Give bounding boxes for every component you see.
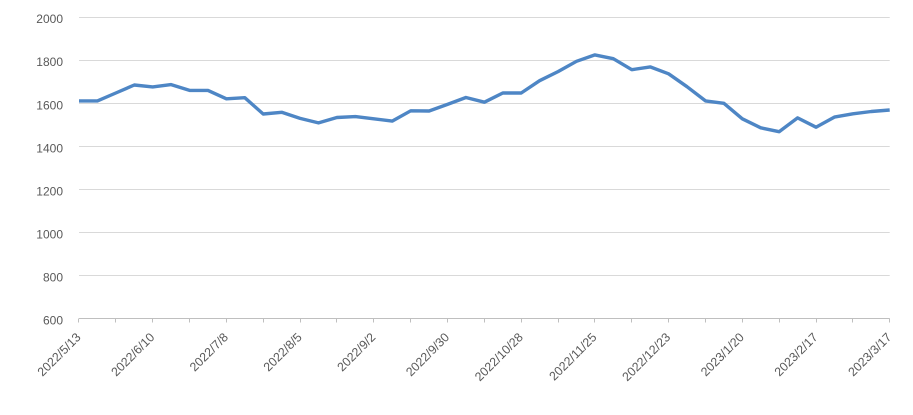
svg-text:1400: 1400 (36, 141, 63, 155)
svg-text:2000: 2000 (36, 12, 63, 26)
svg-text:800: 800 (43, 271, 63, 285)
svg-text:1200: 1200 (36, 184, 63, 198)
svg-text:1000: 1000 (36, 227, 63, 241)
svg-text:600: 600 (43, 314, 63, 328)
svg-text:1600: 1600 (36, 98, 63, 112)
svg-text:1800: 1800 (36, 55, 63, 69)
